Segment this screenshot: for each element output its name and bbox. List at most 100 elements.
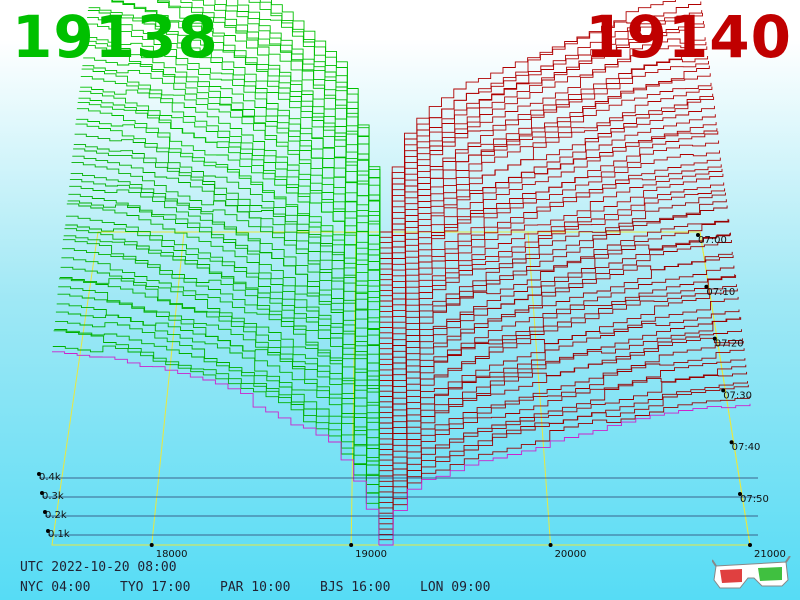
- time-tick-dot: [696, 233, 700, 237]
- ask-snapshot-line: [379, 358, 746, 514]
- time-tick-label: 07:50: [740, 494, 769, 505]
- bid-snapshot-line: [80, 76, 380, 349]
- time-tick-label: 07:10: [706, 287, 735, 298]
- volume-tick-label: 0.4k: [39, 472, 61, 483]
- price-tick-label: 20000: [555, 549, 587, 560]
- ask-snapshot-line: [379, 188, 726, 387]
- volume-tick-dot: [40, 491, 44, 495]
- ask-snapshot-line: [379, 82, 712, 302]
- bid-snapshot-line: [82, 65, 381, 339]
- ask-snapshot-line: [379, 173, 724, 376]
- volume-tick-label: 0.3k: [42, 491, 64, 502]
- time-tick-label: 07:40: [732, 442, 761, 453]
- ask-snapshot-line: [379, 37, 706, 265]
- price-gridline: [527, 231, 552, 546]
- ask-snapshot-line: [378, 403, 751, 546]
- utc-timestamp: UTC 2022-10-20 08:00: [20, 560, 177, 575]
- zone-nyc: NYC 04:00: [20, 580, 91, 595]
- ask-snapshot-line: [379, 61, 709, 286]
- bid-price: 19138: [12, 3, 219, 71]
- price-tick-dot: [349, 543, 354, 547]
- zone-bjs: BJS 16:00: [320, 580, 391, 595]
- volume-tick-dot: [43, 510, 47, 514]
- time-tick-dot: [704, 284, 709, 289]
- zone-lon: LON 09:00: [420, 580, 491, 595]
- price-tick-dot: [748, 543, 752, 547]
- ask-snapshot-line: [379, 21, 704, 254]
- zone-par: PAR 10:00: [220, 580, 291, 595]
- ask-snapshot-line: [379, 219, 730, 413]
- ask-snapshot-line: [379, 0, 676, 233]
- ask-snapshot-line: [379, 41, 707, 270]
- bid-snapshot-line: [52, 351, 380, 545]
- ask-snapshot-line: [379, 255, 734, 440]
- ask-snapshot-line: [378, 384, 749, 535]
- bid-snapshot-line: [157, 0, 381, 275]
- ask-snapshot-line: [379, 284, 737, 461]
- ask-snapshot-line: [378, 396, 750, 541]
- ask-snapshot-line: [379, 274, 736, 450]
- bid-snapshot-line: [61, 257, 380, 482]
- time-tick-dot: [738, 492, 742, 496]
- ask-snapshot-line: [379, 232, 731, 424]
- price-tick-label: 21000: [754, 549, 786, 560]
- ask-snapshot-line: [379, 96, 715, 318]
- ask-snapshot-line: [379, 265, 735, 445]
- ask-snapshot-line: [379, 128, 718, 339]
- price-gridline: [151, 231, 185, 546]
- bid-snapshot-line: [65, 224, 380, 455]
- volume-tick-dot: [46, 529, 50, 533]
- ask-snapshot-line: [379, 10, 703, 244]
- bid-snapshot-line: [58, 286, 380, 503]
- ask-snapshot-line: [379, 205, 728, 403]
- ask-snapshot-line: [379, 309, 740, 477]
- ask-snapshot-line: [379, 317, 742, 488]
- ask-snapshot-line: [379, 168, 723, 371]
- bid-snapshot-line: [157, 0, 381, 280]
- ask-snapshot-line: [379, 164, 722, 366]
- bid-snapshot-line: [69, 185, 380, 429]
- bid-snapshot-line: [75, 123, 380, 386]
- ask-snapshot-line: [379, 199, 727, 397]
- ask-price: 19140: [585, 3, 792, 71]
- bid-snapshot-line: [55, 311, 380, 519]
- bid-snapshot-line: [84, 40, 381, 323]
- time-tick-dot: [721, 388, 726, 393]
- 3d-glasses-icon[interactable]: [712, 556, 792, 592]
- price-gridline: [350, 231, 357, 546]
- ask-snapshot-line: [379, 122, 717, 334]
- ask-snapshot-line: [379, 192, 726, 392]
- ask-snapshot-line: [379, 150, 720, 355]
- bid-snapshot-line: [214, 0, 381, 259]
- volume-tick-dot: [37, 472, 41, 476]
- bid-snapshot-line: [76, 108, 380, 376]
- ask-snapshot-line: [379, 341, 744, 504]
- ask-snapshot-line: [379, 157, 721, 360]
- time-tick-dot: [729, 440, 734, 445]
- ask-snapshot-line: [379, 140, 720, 350]
- ask-snapshot-line: [379, 86, 713, 307]
- ask-snapshot-line: [379, 348, 745, 509]
- zone-tyo: TYO 17:00: [120, 580, 191, 595]
- bid-snapshot-line: [54, 329, 380, 530]
- ask-snapshot-line: [379, 275, 737, 456]
- ask-snapshot-line: [379, 73, 711, 297]
- ask-snapshot-line: [379, 316, 741, 482]
- ask-snapshot-line: [379, 337, 743, 498]
- bid-snapshot-line: [59, 278, 380, 498]
- bid-snapshot-line: [81, 68, 380, 344]
- ask-snapshot-line: [379, 46, 708, 275]
- volume-tick-label: 0.1k: [48, 529, 70, 540]
- bid-snapshot-line: [259, 0, 381, 238]
- bid-snapshot-line: [248, 0, 381, 243]
- bid-snapshot-line: [62, 239, 380, 471]
- ask-snapshot-line: [379, 296, 739, 472]
- ask-snapshot-line: [379, 233, 731, 419]
- time-tick-label: 07:20: [715, 339, 744, 350]
- bid-snapshot-line: [87, 10, 381, 301]
- ask-snapshot-line: [379, 105, 715, 323]
- volume-tick-label: 0.2k: [45, 510, 67, 521]
- price-tick-label: 18000: [156, 549, 188, 560]
- time-tick-label: 07:00: [698, 235, 727, 246]
